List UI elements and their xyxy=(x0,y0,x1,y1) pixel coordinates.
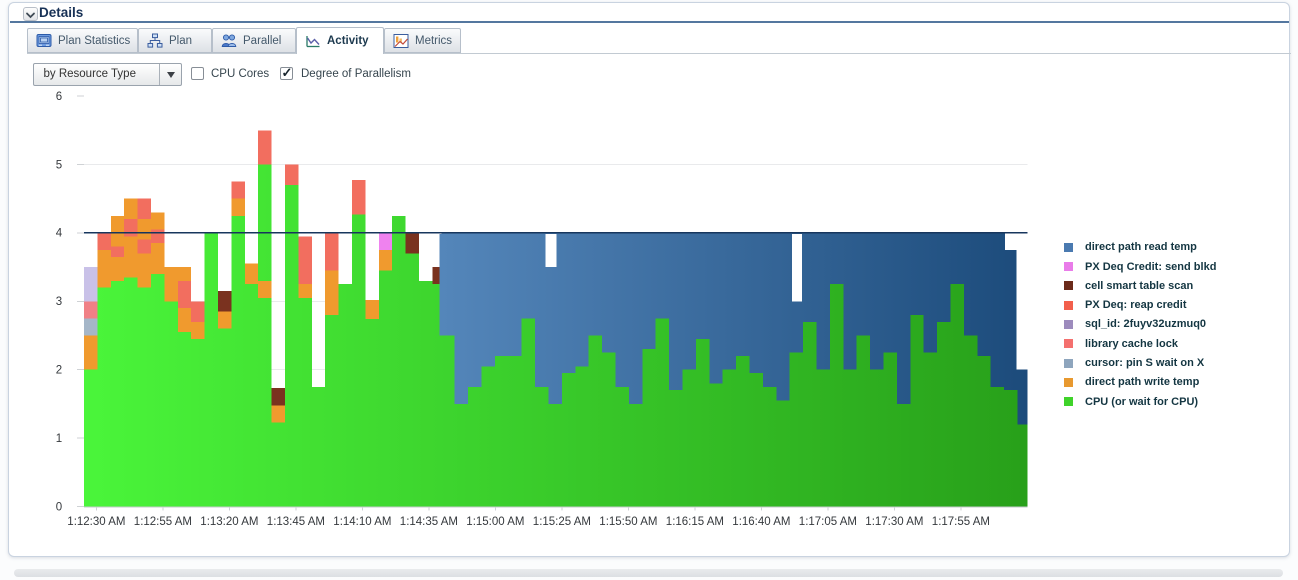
svg-text:2: 2 xyxy=(56,365,62,377)
svg-text:1: 1 xyxy=(56,433,62,445)
svg-text:1:15:25 AM: 1:15:25 AM xyxy=(533,516,591,528)
svg-text:1:13:20 AM: 1:13:20 AM xyxy=(200,516,258,528)
svg-text:1:15:00 AM: 1:15:00 AM xyxy=(466,516,524,528)
svg-text:5: 5 xyxy=(56,159,62,171)
svg-text:4: 4 xyxy=(56,228,63,240)
svg-text:1:16:15 AM: 1:16:15 AM xyxy=(666,516,724,528)
svg-text:1:14:10 AM: 1:14:10 AM xyxy=(333,516,391,528)
svg-text:1:16:40 AM: 1:16:40 AM xyxy=(732,516,790,528)
svg-text:1:12:55 AM: 1:12:55 AM xyxy=(134,516,192,528)
svg-text:1:14:35 AM: 1:14:35 AM xyxy=(400,516,458,528)
svg-text:1:15:50 AM: 1:15:50 AM xyxy=(599,516,657,528)
svg-text:1:17:30 AM: 1:17:30 AM xyxy=(865,516,923,528)
svg-text:3: 3 xyxy=(56,296,62,308)
svg-text:1:17:55 AM: 1:17:55 AM xyxy=(932,516,990,528)
svg-text:1:17:05 AM: 1:17:05 AM xyxy=(799,516,857,528)
svg-text:0: 0 xyxy=(56,501,62,513)
svg-text:1:13:45 AM: 1:13:45 AM xyxy=(267,516,325,528)
svg-text:6: 6 xyxy=(56,91,62,103)
svg-text:1:12:30 AM: 1:12:30 AM xyxy=(67,516,125,528)
